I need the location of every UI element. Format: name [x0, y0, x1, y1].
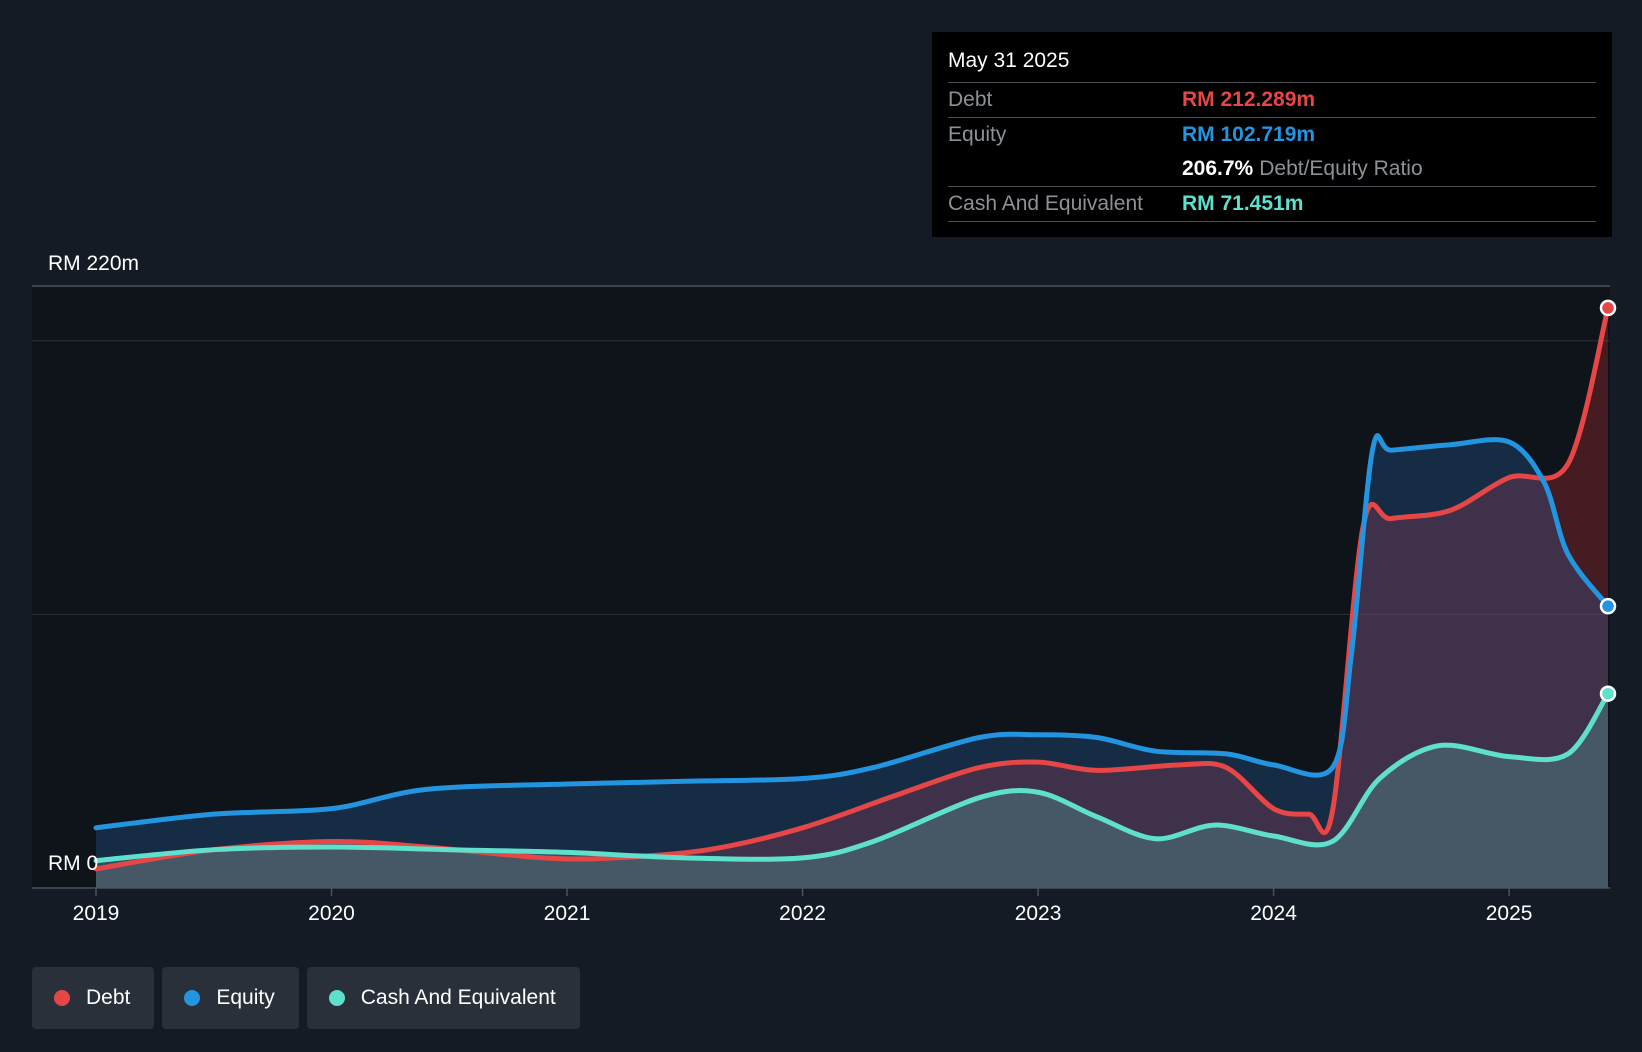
x-tick-label: 2022 [779, 902, 826, 925]
cash-dot-icon [328, 990, 345, 1006]
debt-dot-icon [54, 990, 70, 1006]
tooltip-debt-value: RM 212.289m [1182, 88, 1316, 111]
tooltip-ratio-value: 206.7% [1182, 157, 1254, 180]
legend-item-equity[interactable]: Equity [162, 967, 299, 1029]
equity-dot-icon [184, 990, 201, 1006]
legend-label-cash: Cash And Equivalent [360, 986, 556, 1009]
tooltip-row-debt: Debt RM 212.289m [948, 82, 1596, 117]
end-markers [1599, 299, 1617, 702]
y-axis-min-label: RM 0 [48, 852, 98, 875]
tooltip-equity-value: RM 102.719m [1182, 123, 1316, 146]
tooltip-equity-label: Equity [948, 123, 1007, 146]
chart-legend: Debt Equity Cash And Equivalent [32, 967, 588, 1029]
x-tick-label: 2025 [1486, 902, 1533, 925]
tooltip-cash-value: RM 71.451m [1182, 192, 1304, 215]
plot-area [32, 286, 1610, 888]
legend-label-equity: Equity [216, 986, 275, 1009]
series-lines [93, 305, 1611, 872]
x-tick-label: 2021 [544, 902, 591, 925]
tooltip-cash-label: Cash And Equivalent [948, 192, 1143, 215]
legend-item-cash[interactable]: Cash And Equivalent [306, 967, 580, 1029]
cash-line [93, 691, 1611, 864]
series-areas [96, 307, 1608, 889]
legend-label-debt: Debt [86, 986, 131, 1009]
tooltip-debt-label: Debt [948, 88, 993, 111]
tooltip-row-ratio: 206.7% Debt/Equity Ratio [948, 152, 1596, 186]
equity-end-marker [1599, 597, 1617, 615]
tooltip-ratio-label: Debt/Equity Ratio [1259, 157, 1423, 180]
tooltip-row-cash: Cash And Equivalent RM 71.451m [948, 186, 1596, 222]
cash-area [96, 693, 1608, 888]
debt-area [96, 307, 1608, 889]
equity-area [96, 435, 1608, 888]
tooltip-date: May 31 2025 [948, 49, 1070, 72]
legend-item-debt[interactable]: Debt [32, 967, 155, 1029]
debt-end-marker [1599, 299, 1617, 317]
y-axis-max-label: RM 220m [48, 252, 139, 275]
x-tick-label: 2020 [308, 902, 355, 925]
x-tick-label: 2019 [73, 902, 120, 925]
cash-end-marker [1599, 685, 1617, 702]
equity-line [93, 433, 1611, 831]
x-tick-label: 2024 [1250, 902, 1297, 925]
tooltip-row-equity: Equity RM 102.719m [948, 117, 1596, 152]
x-axis: 2019 2020 2021 2022 2023 2024 2025 [32, 887, 1610, 925]
chart-tooltip: May 31 2025 Debt RM 212.289m Equity RM 1… [932, 32, 1612, 237]
x-tick-label: 2023 [1015, 902, 1062, 925]
